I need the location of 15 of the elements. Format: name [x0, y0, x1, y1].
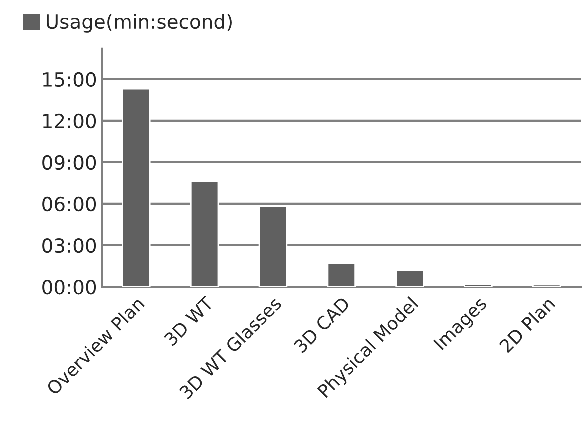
y-tick-label: 15:00	[43, 72, 96, 88]
x-tick-label: 3D WT	[164, 296, 215, 347]
y-tick-label: 09:00	[42, 155, 96, 170]
bar	[464, 284, 493, 288]
bar	[190, 181, 220, 288]
bar	[327, 262, 356, 288]
bar	[532, 284, 562, 288]
y-tick-label: 12:00	[43, 114, 96, 129]
y-tick-label: 03:00	[42, 238, 96, 254]
y-tick-label: 00:00	[42, 280, 96, 295]
bar	[396, 270, 424, 288]
y-tick-label: 06:00	[42, 196, 96, 212]
bar	[122, 88, 151, 288]
bar	[258, 206, 288, 288]
legend-label: Usage(min:second)	[47, 14, 232, 33]
